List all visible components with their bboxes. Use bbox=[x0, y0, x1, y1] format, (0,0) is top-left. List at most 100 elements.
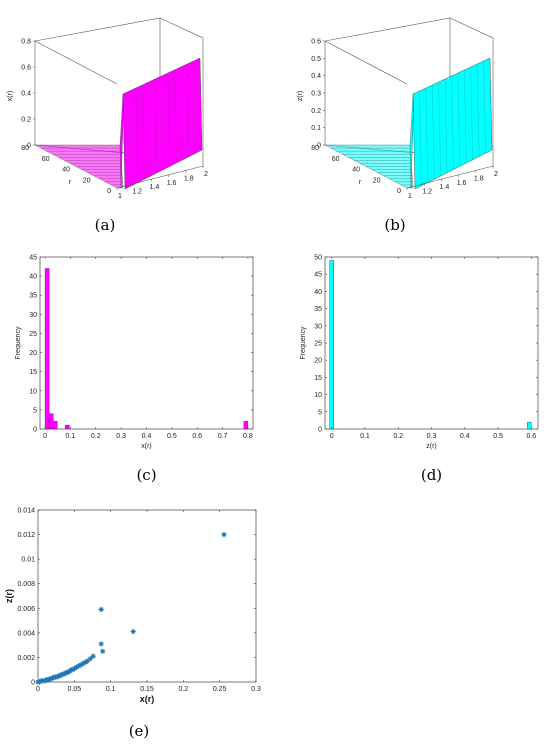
histogram-bar bbox=[52, 421, 58, 430]
x-tick-label: 0.5 bbox=[493, 433, 503, 440]
surface-mesh-line bbox=[483, 60, 486, 154]
z-axis-label: x(r) bbox=[7, 91, 14, 102]
histogram-bar bbox=[65, 424, 70, 430]
x-tick-label: 1.2 bbox=[132, 189, 142, 196]
r-tick-label: 20 bbox=[373, 177, 381, 184]
histogram-bar bbox=[48, 413, 54, 430]
caption-c: (c) bbox=[136, 466, 156, 484]
surface-mesh-line bbox=[457, 72, 461, 167]
x-tick-label: 2 bbox=[494, 171, 498, 178]
x-tick-label: 1.6 bbox=[457, 180, 467, 187]
y-tick-label: 35 bbox=[314, 306, 322, 313]
scatter-point bbox=[84, 658, 91, 664]
axis-frame-line bbox=[324, 40, 408, 85]
r-tick-label: 0 bbox=[397, 188, 401, 195]
surface-mesh-line bbox=[154, 78, 158, 173]
x-tick-label: 0.4 bbox=[460, 433, 470, 440]
z-tick-label: 0.1 bbox=[311, 125, 321, 132]
histogram-chart-c: 0 0.1 0.2 0.3 0.4 0.5 0.6 0.7 0.8 0 5 10 15 20 25 30 35 4… bbox=[15, 255, 254, 484]
x-tick-label: 0.3 bbox=[251, 686, 261, 693]
y-tick-label: 0.01 bbox=[21, 557, 35, 564]
x-tick-label: 0.5 bbox=[167, 433, 177, 440]
plot-area bbox=[39, 256, 254, 430]
histogram-bar bbox=[527, 421, 532, 430]
r-tick-label: 40 bbox=[62, 167, 70, 174]
z-tick-label: 0.4 bbox=[21, 91, 31, 98]
z-tick-label: 0.6 bbox=[311, 39, 321, 46]
y-tick-label: 0.002 bbox=[17, 655, 35, 662]
y-tick-label: 35 bbox=[29, 293, 37, 300]
z-tick-label: 0.2 bbox=[311, 108, 321, 115]
caption-b: (b) bbox=[384, 216, 405, 234]
r-tick-label: 60 bbox=[42, 156, 50, 163]
y-tick-label: 25 bbox=[29, 331, 37, 338]
y-tick-label: 15 bbox=[314, 375, 322, 382]
surface-mesh-line bbox=[432, 84, 435, 180]
r-tick-label: 20 bbox=[83, 177, 91, 184]
caption-d: (d) bbox=[421, 466, 442, 484]
x-axis-label: x(r) bbox=[141, 443, 152, 450]
y-tick-label: 10 bbox=[29, 388, 37, 395]
y-tick-label: 20 bbox=[314, 358, 322, 365]
y-tick-label: 30 bbox=[314, 323, 322, 330]
y-axis-label: Frequency bbox=[15, 326, 22, 360]
x-tick-label: 1.8 bbox=[474, 175, 484, 182]
plot-area bbox=[37, 509, 257, 683]
x-tick-label: 0.2 bbox=[393, 433, 403, 440]
r-tick-label: 60 bbox=[332, 156, 340, 163]
x-tick-label: 0.6 bbox=[192, 433, 202, 440]
caption-e: (e) bbox=[129, 722, 150, 740]
surface-mesh-line bbox=[142, 84, 145, 180]
x-tick-label: 0.8 bbox=[243, 433, 253, 440]
y-tick-label: 0.014 bbox=[17, 508, 35, 515]
z-tick-label: 0 bbox=[27, 143, 31, 150]
x-tick-label: 1.4 bbox=[150, 184, 160, 191]
surface-mesh-line bbox=[148, 81, 151, 177]
x-tick-label: 0.3 bbox=[427, 433, 437, 440]
z-tick-label: 0.6 bbox=[21, 65, 31, 72]
y-tick-label: 5 bbox=[33, 407, 37, 414]
r-axis-label: r bbox=[69, 179, 72, 186]
x-tick-label: 0.3 bbox=[116, 433, 126, 440]
x-tick-label: 1.6 bbox=[167, 180, 177, 187]
x-tick-label: 0.1 bbox=[360, 433, 370, 440]
y-tick-label: 0 bbox=[318, 427, 322, 434]
r-tick-label: 40 bbox=[352, 167, 360, 174]
x-tick-label: 1.8 bbox=[184, 175, 194, 182]
surface-mesh-line bbox=[180, 66, 183, 160]
y-tick-label: 40 bbox=[314, 289, 322, 296]
surface-mesh-line bbox=[470, 66, 473, 160]
x-axis-label: x(r) bbox=[140, 694, 155, 704]
axis-frame-line bbox=[449, 17, 494, 166]
scatter-point bbox=[130, 628, 136, 635]
y-tick-label: 0.012 bbox=[17, 532, 35, 539]
x-tick-label: 1.4 bbox=[440, 184, 450, 191]
surface-mesh-line bbox=[464, 69, 467, 164]
surface-mesh-line bbox=[477, 63, 480, 157]
y-tick-label: 30 bbox=[29, 312, 37, 319]
z-axis-label: z(r) bbox=[297, 91, 304, 102]
surface-mesh-line bbox=[193, 60, 196, 154]
surface-mesh-line bbox=[438, 81, 441, 177]
surface-mesh-line bbox=[444, 78, 448, 173]
axis-frame-line bbox=[406, 165, 494, 189]
y-tick-label: 25 bbox=[314, 341, 322, 348]
surface-chart-a: 0 0.2 0.4 0.6 0.8 x(r) 0 20 40 60 80 r 1 1.2 1.4 1.6 1.8… bbox=[7, 17, 208, 234]
x-tick-label: 0.4 bbox=[142, 433, 152, 440]
z-tick-label: 0.3 bbox=[311, 91, 321, 98]
histogram-bar bbox=[329, 260, 334, 430]
y-tick-label: 0.004 bbox=[17, 630, 35, 637]
surface-mesh-line bbox=[419, 90, 422, 186]
caption-a: (a) bbox=[95, 216, 116, 234]
histogram-bar bbox=[44, 268, 50, 430]
y-tick-label: 45 bbox=[314, 272, 322, 279]
y-tick-label: 0.008 bbox=[17, 581, 35, 588]
y-tick-label: 0 bbox=[31, 680, 35, 687]
y-tick-label: 40 bbox=[29, 274, 37, 281]
x-tick-label: 0.7 bbox=[218, 433, 228, 440]
z-tick-label: 0.5 bbox=[311, 56, 321, 63]
axis-frame-line bbox=[116, 165, 204, 189]
surface-mesh-line bbox=[167, 72, 171, 167]
r-axis-label: r bbox=[359, 179, 362, 186]
